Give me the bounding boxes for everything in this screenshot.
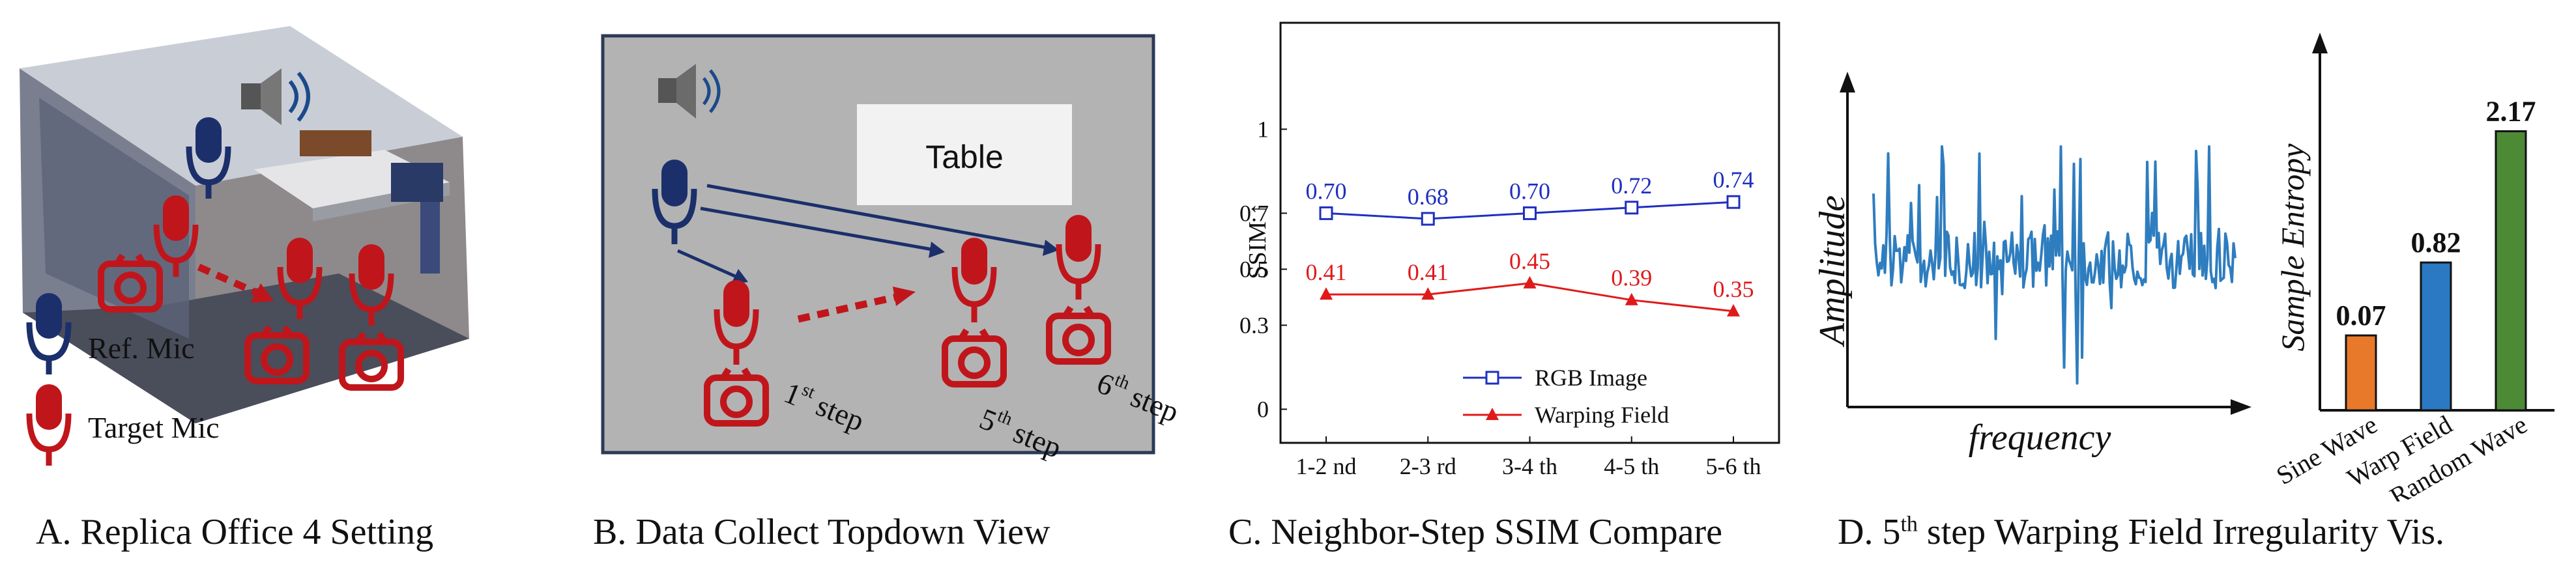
ssim-chart: SSIM ↑ 0 0.3 0.5 0.7 1 1-2 nd 2-3 rd 3-4 th 4-5 … (1239, 21, 1780, 479)
dashed-arrow-icon (797, 287, 916, 323)
y-tick-label: 0.5 (1239, 256, 1269, 282)
caption-a: A. Replica Office 4 Setting (36, 512, 434, 552)
legend-label: Warping Field (1535, 402, 1669, 428)
data-label: 0.45 (1509, 248, 1550, 274)
entropy-bar (2495, 130, 2527, 412)
panel-d: Amplitude frequency Sample Entropy 0.07 S… (1818, 0, 2576, 577)
signal-x-arrow-icon (2231, 399, 2251, 415)
data-label: 0.74 (1713, 167, 1754, 193)
step-5-label: 5th step (975, 400, 1067, 464)
camera-icon (98, 253, 163, 313)
table-box (857, 104, 1072, 205)
arrow-icon (676, 184, 1059, 284)
target-mic-icon (1056, 215, 1101, 300)
data-point (1625, 201, 1639, 215)
data-label: 0.72 (1611, 173, 1652, 199)
x-tick-label: 1-2 nd (1296, 453, 1357, 479)
data-label: 0.41 (1306, 259, 1347, 285)
camera-icon (1046, 305, 1111, 365)
entropy-bar (2345, 334, 2377, 412)
data-label: 0.70 (1306, 178, 1347, 204)
blue-door (391, 163, 443, 202)
cabinet (300, 130, 371, 156)
signal-y-label: Amplitude (1818, 195, 1853, 348)
entropy-y-label: Sample Entropy (2274, 143, 2311, 352)
window-area (39, 98, 189, 339)
data-point (1319, 206, 1333, 220)
data-point (1421, 287, 1435, 300)
screen-stand (420, 202, 440, 274)
data-point (1421, 212, 1435, 226)
panel-c: SSIM ↑ 0 0.3 0.5 0.7 1 1-2 nd 2-3 rd 3-4 th 4-5 … (1219, 0, 1818, 577)
x-tick-label: 2-3 rd (1400, 453, 1456, 479)
data-label: 0.35 (1713, 276, 1754, 302)
speaker-icon (241, 68, 310, 125)
topdown-view: Table (601, 34, 1183, 464)
legend-marker (1486, 408, 1499, 420)
x-tick-label: 4-5 th (1604, 453, 1659, 479)
y-tick-label: 0 (1257, 396, 1269, 422)
ref-mic-icon (186, 117, 231, 199)
entropy-bar-label: 0.82 (2411, 227, 2461, 259)
speaker-icon (658, 64, 721, 119)
data-label: 0.68 (1408, 184, 1449, 210)
dashed-arrow-icon (197, 263, 274, 303)
target-mic-icon (714, 280, 759, 365)
target-mic-icon (277, 238, 323, 319)
signal-waveform (1872, 145, 2236, 385)
legend-ref-label: Ref. Mic (88, 331, 195, 365)
signal-plot: Amplitude frequency (1818, 72, 2251, 458)
caption-d: D. 5th step Warping Field Irregularity V… (1838, 512, 2445, 552)
caption-c: C. Neighbor-Step SSIM Compare (1228, 512, 1722, 552)
camera-icon (244, 325, 310, 384)
ssim-y-axis-label: SSIM ↑ (1244, 203, 1271, 279)
office-render: Ref. Mic Target Mic (20, 26, 469, 466)
legend-target-mic-icon (26, 384, 72, 466)
target-mic-icon (153, 195, 199, 277)
y-tick-label: 0.3 (1239, 312, 1269, 338)
y-tick-label: 1 (1257, 116, 1269, 142)
camera-icon (704, 367, 769, 427)
data-point (1523, 206, 1537, 220)
panel-b: Table (586, 0, 1238, 577)
data-label: 0.41 (1408, 259, 1449, 285)
legend-label: RGB Image (1535, 365, 1647, 391)
target-mic-icon (951, 238, 997, 322)
data-label: 0.70 (1509, 178, 1550, 204)
entropy-bar (2420, 261, 2452, 412)
data-point (1625, 292, 1638, 305)
legend-ref-mic-icon (26, 293, 72, 374)
step-1-label: 1st step (779, 374, 869, 438)
camera-icon (339, 331, 404, 391)
ssim-plot-frame (1279, 21, 1780, 444)
data-point (1726, 195, 1741, 209)
ref-mic-icon (652, 160, 697, 244)
legend-target-label: Target Mic (88, 411, 220, 444)
y-tick-label: 0.7 (1239, 200, 1269, 226)
table-label: Table (925, 139, 1004, 175)
legend-marker (1485, 371, 1499, 385)
camera-icon (942, 328, 1007, 387)
target-mic-icon (349, 244, 394, 326)
caption-b: B. Data Collect Topdown View (593, 512, 1050, 552)
entropy-y-arrow-icon (2312, 33, 2328, 53)
data-point (1523, 275, 1537, 288)
entropy-bar-label: 2.17 (2486, 96, 2536, 128)
signal-x-label: frequency (1969, 417, 2111, 458)
entropy-bar-label: 0.07 (2336, 300, 2386, 331)
data-point (1320, 287, 1333, 300)
x-tick-label: 5-6 th (1706, 453, 1761, 479)
data-point (1727, 303, 1740, 317)
data-label: 0.39 (1611, 265, 1652, 291)
x-tick-label: 3-4 th (1502, 453, 1557, 479)
panel-a: Ref. Mic Target Mic A. Replica Office 4 … (0, 0, 534, 577)
signal-y-arrow-icon (1840, 72, 1855, 92)
